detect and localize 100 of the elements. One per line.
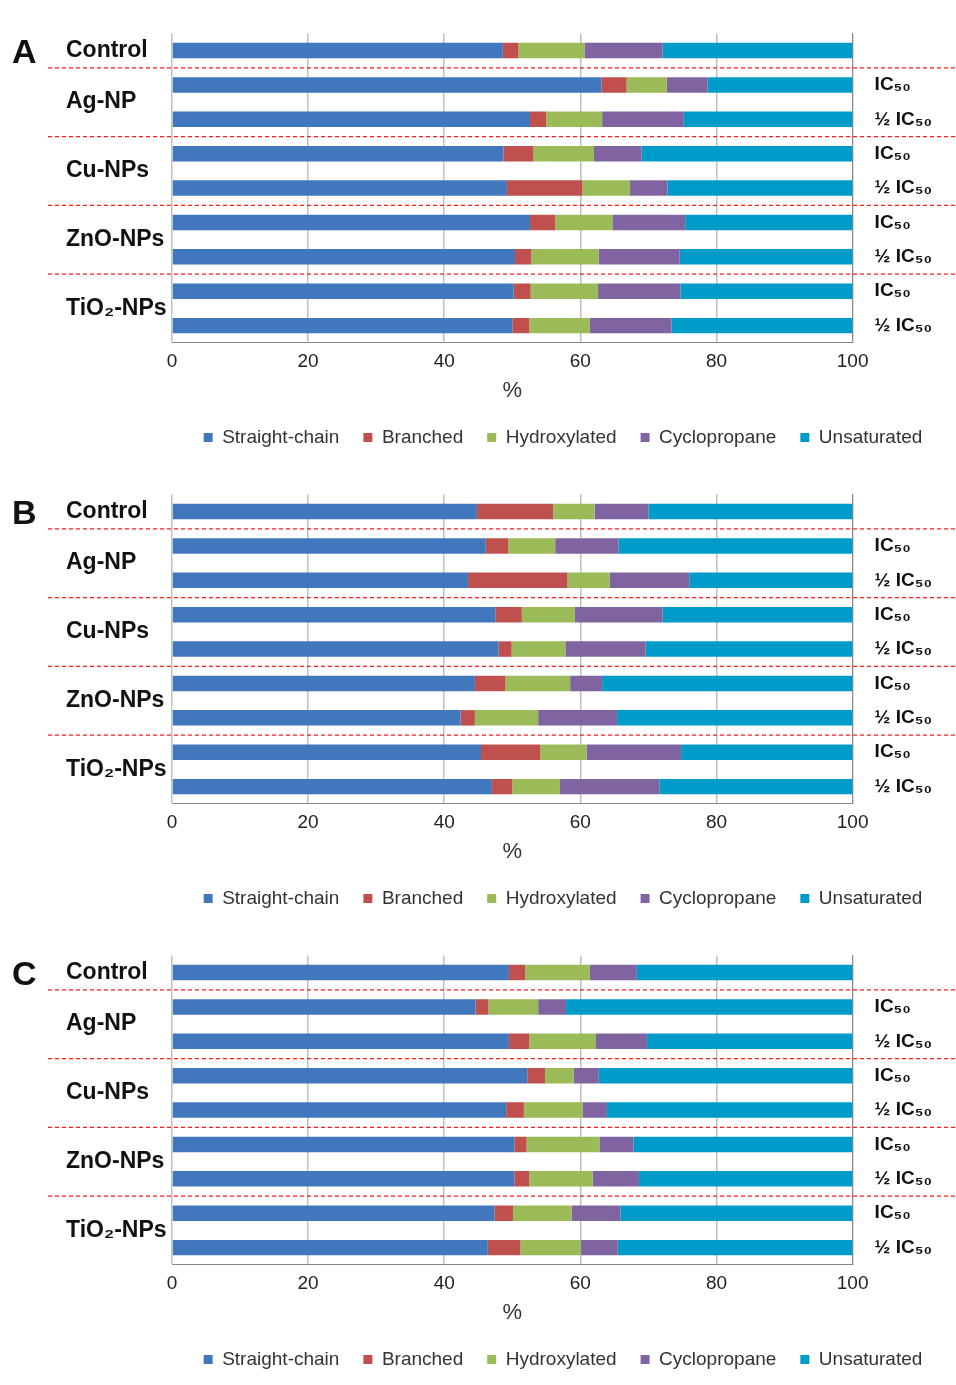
bar <box>172 710 461 726</box>
text: Ag-NP <box>66 548 137 575</box>
x-axis-title: % <box>502 837 523 863</box>
bar <box>679 249 853 265</box>
y-tick-label: ½ IC₅₀ <box>874 774 933 796</box>
bar <box>582 180 631 196</box>
x-tick-label: 80 <box>705 1272 728 1294</box>
bar <box>617 1239 853 1256</box>
y-tick-label: ½ IC₅₀ <box>874 1098 933 1120</box>
bar <box>638 1171 853 1187</box>
bar <box>508 964 526 981</box>
legend-label: Straight-chain <box>222 886 340 908</box>
bar <box>630 180 668 196</box>
x-tick-label: 80 <box>705 350 728 372</box>
bar <box>512 778 560 795</box>
bar <box>589 317 672 334</box>
bar <box>593 145 642 162</box>
bar <box>555 214 613 231</box>
x-tick-label: 20 <box>297 350 319 372</box>
y-tick-label: IC₅₀ <box>874 1201 911 1223</box>
bar <box>618 538 853 554</box>
bar <box>529 317 590 334</box>
text: Control <box>66 35 148 62</box>
text: Cu-NPs <box>66 1078 150 1105</box>
bar <box>538 999 567 1015</box>
bar <box>581 1239 618 1256</box>
y-tick-label: ½ IC₅₀ <box>874 1029 933 1051</box>
bar <box>574 606 663 623</box>
bar <box>172 675 475 692</box>
bar <box>598 249 680 265</box>
y-tick-label: ½ IC₅₀ <box>874 245 933 267</box>
legend-label: Unsaturated <box>818 1347 923 1369</box>
bar <box>602 675 853 692</box>
bar <box>566 999 853 1015</box>
bar <box>172 606 496 623</box>
bar <box>498 641 512 657</box>
bar <box>582 1102 607 1118</box>
bar <box>601 77 627 93</box>
bar <box>530 214 556 231</box>
legend-label: Branched <box>381 425 464 447</box>
bar <box>503 145 534 162</box>
x-tick-label: 0 <box>166 811 178 833</box>
bar <box>659 778 853 795</box>
y-tick-label: IC₅₀ <box>874 141 911 163</box>
legend-label: Branched <box>381 1347 464 1369</box>
x-tick-label: 100 <box>836 811 869 833</box>
x-tick-label: 40 <box>433 811 455 833</box>
x-axis-title: % <box>502 1298 523 1324</box>
bar <box>584 42 663 59</box>
bar <box>529 1033 597 1050</box>
bar <box>570 675 603 692</box>
bar <box>525 964 590 981</box>
bar <box>606 1102 853 1118</box>
bar <box>488 999 539 1015</box>
legend-label: Hydroxylated <box>505 425 617 447</box>
bar <box>172 1033 509 1050</box>
bar <box>526 1136 600 1153</box>
bar <box>172 317 513 334</box>
legend-label: Hydroxylated <box>505 886 617 908</box>
legend-label: Hydroxylated <box>505 1347 617 1369</box>
bar <box>474 675 506 692</box>
bar <box>540 744 587 760</box>
bar <box>172 1067 528 1084</box>
y-tick-label: IC₅₀ <box>874 1132 911 1154</box>
y-tick-label: IC₅₀ <box>874 671 911 693</box>
legend-label: Cyclopropane <box>659 886 777 908</box>
text: ZnO-NPs <box>66 1147 165 1174</box>
y-tick-label: IC₅₀ <box>874 210 911 232</box>
bar <box>612 214 686 231</box>
legend-label: Unsaturated <box>818 425 923 447</box>
bar <box>645 641 853 657</box>
y-tick-label: ½ IC₅₀ <box>874 637 933 659</box>
bar <box>531 249 599 265</box>
y-tick-label: ½ IC₅₀ <box>874 1167 933 1189</box>
bar <box>468 572 568 589</box>
bar <box>505 675 571 692</box>
y-tick-label: IC₅₀ <box>874 995 911 1017</box>
bar <box>172 1205 495 1221</box>
bar <box>508 538 556 554</box>
legend-label: Straight-chain <box>222 1347 340 1369</box>
bar <box>527 1067 545 1084</box>
bar <box>662 606 853 623</box>
text: Cu-NPs <box>66 156 150 183</box>
bar <box>648 503 853 520</box>
bar <box>641 145 853 162</box>
bar <box>172 1102 507 1118</box>
bar <box>518 42 585 59</box>
y-tick-label: ½ IC₅₀ <box>874 176 933 198</box>
x-tick-label: 60 <box>569 350 591 372</box>
bar <box>172 180 507 196</box>
bar <box>538 710 618 726</box>
bar <box>530 283 599 299</box>
bar <box>515 249 532 265</box>
bar <box>683 111 853 128</box>
bar <box>586 744 682 760</box>
bar <box>544 1067 574 1084</box>
x-tick-label: 60 <box>569 1272 591 1294</box>
x-tick-label: 100 <box>836 1272 869 1294</box>
bar <box>689 572 853 589</box>
bar <box>685 214 853 231</box>
